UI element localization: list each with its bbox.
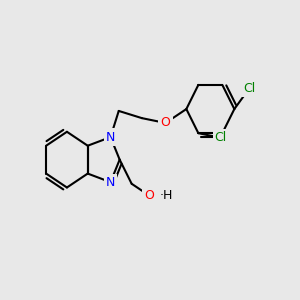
Text: O: O <box>144 189 154 202</box>
Text: Cl: Cl <box>243 82 255 95</box>
Text: N: N <box>106 130 115 144</box>
Text: Cl: Cl <box>215 131 227 144</box>
Text: ·H: ·H <box>160 189 173 202</box>
Text: N: N <box>106 176 115 189</box>
Text: O: O <box>160 116 170 130</box>
